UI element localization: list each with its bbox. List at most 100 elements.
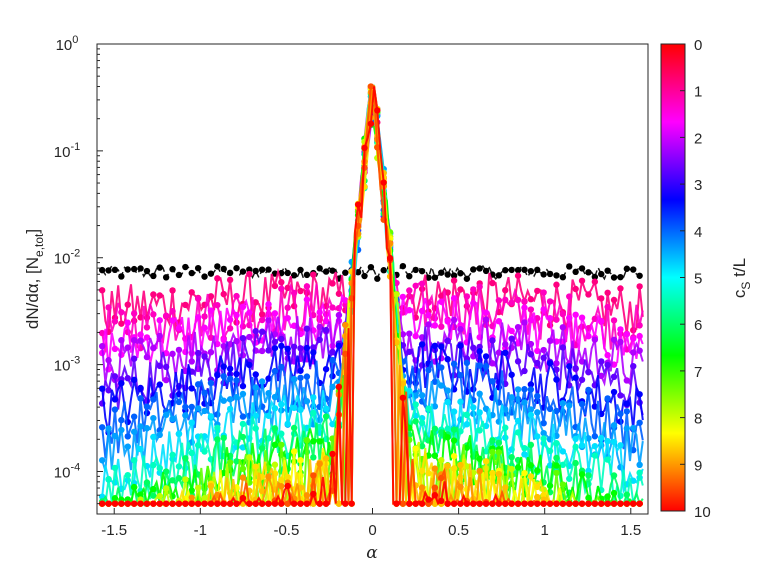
data-point	[508, 453, 515, 461]
data-point	[610, 472, 618, 479]
data-point	[418, 307, 426, 315]
data-point	[367, 263, 375, 271]
data-point	[226, 396, 234, 403]
data-point	[239, 390, 247, 398]
data-point	[226, 459, 234, 466]
data-point	[444, 398, 451, 406]
data-point	[553, 316, 560, 323]
data-point	[585, 368, 592, 376]
data-point	[162, 363, 170, 371]
data-point	[546, 500, 554, 507]
data-point	[553, 407, 560, 415]
data-point	[278, 342, 285, 350]
data-point	[156, 381, 163, 388]
data-point	[508, 266, 515, 274]
data-point	[329, 348, 336, 356]
data-point	[444, 387, 451, 394]
data-point	[534, 467, 541, 474]
data-point	[482, 405, 490, 412]
data-point	[188, 494, 195, 501]
data-point	[470, 266, 477, 273]
data-point	[182, 301, 189, 309]
data-point	[514, 296, 522, 304]
data-point	[329, 450, 336, 458]
data-point	[482, 458, 490, 465]
x-tick-label: 1.5	[620, 522, 641, 539]
data-point	[566, 475, 573, 482]
data-point	[489, 279, 496, 287]
data-point	[540, 429, 547, 437]
data-point	[425, 470, 432, 477]
data-point	[169, 266, 176, 273]
data-point	[463, 411, 471, 418]
data-point	[406, 307, 413, 314]
data-point	[578, 376, 586, 383]
data-point	[566, 314, 573, 322]
data-point	[438, 474, 445, 482]
data-point	[578, 277, 586, 284]
data-point	[130, 483, 138, 491]
data-point	[450, 426, 458, 433]
data-point	[252, 267, 259, 275]
data-point	[630, 266, 637, 273]
data-point	[527, 462, 535, 469]
data-point	[412, 332, 419, 340]
data-point	[566, 402, 573, 409]
data-point	[98, 424, 106, 431]
data-point	[495, 439, 503, 447]
data-point	[130, 336, 138, 344]
data-point	[118, 416, 125, 424]
data-point	[508, 327, 515, 335]
data-point	[438, 429, 445, 436]
data-point	[431, 484, 439, 491]
data-point	[169, 500, 176, 507]
data-point	[450, 465, 458, 472]
data-point	[604, 289, 611, 296]
data-point	[143, 425, 151, 432]
data-point	[329, 383, 336, 391]
data-point	[393, 290, 400, 298]
data-point	[610, 274, 618, 281]
data-point	[470, 344, 477, 352]
data-point	[118, 337, 125, 344]
data-point	[207, 270, 215, 277]
data-point	[118, 500, 125, 507]
data-point	[284, 473, 291, 481]
data-point	[310, 394, 317, 401]
data-point	[214, 500, 221, 507]
data-point	[559, 448, 567, 455]
data-point	[310, 438, 317, 445]
data-point	[322, 413, 330, 420]
data-point	[284, 345, 291, 353]
data-point	[303, 296, 311, 303]
data-point	[284, 420, 291, 428]
data-point	[169, 451, 176, 459]
data-point	[252, 463, 259, 470]
data-point	[105, 387, 112, 394]
data-point	[463, 275, 471, 282]
data-point	[98, 385, 106, 392]
data-point	[623, 425, 631, 432]
data-point	[610, 317, 618, 324]
data-point	[124, 301, 131, 308]
data-point	[290, 343, 298, 350]
data-point	[406, 500, 413, 507]
data-point	[156, 332, 163, 340]
data-point	[450, 295, 458, 302]
data-point	[316, 423, 323, 431]
data-point	[367, 120, 375, 127]
data-point	[316, 438, 323, 445]
data-point	[418, 442, 426, 450]
data-point	[566, 293, 573, 300]
data-point	[284, 314, 291, 322]
data-point	[527, 500, 535, 507]
data-point	[514, 417, 522, 425]
data-point	[527, 381, 535, 388]
data-point	[118, 309, 125, 316]
data-point	[444, 462, 451, 470]
data-point	[348, 500, 355, 507]
data-point	[508, 371, 515, 378]
data-point	[271, 405, 279, 412]
data-point	[252, 384, 259, 391]
data-point	[553, 454, 560, 462]
